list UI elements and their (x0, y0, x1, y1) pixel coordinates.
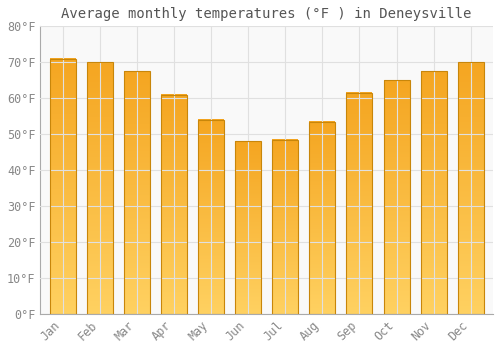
Bar (272, 140, 298, 314)
Bar (458, 62, 484, 314)
Bar (384, 80, 409, 314)
Bar (310, 121, 336, 314)
Title: Average monthly temperatures (°F ) in Deneysville: Average monthly temperatures (°F ) in De… (62, 7, 472, 21)
Bar (420, 71, 446, 314)
Bar (50, 59, 76, 314)
Bar (86, 62, 113, 314)
Bar (346, 93, 372, 314)
Bar (124, 71, 150, 314)
Bar (235, 141, 261, 314)
Bar (198, 120, 224, 314)
Bar (161, 94, 187, 314)
